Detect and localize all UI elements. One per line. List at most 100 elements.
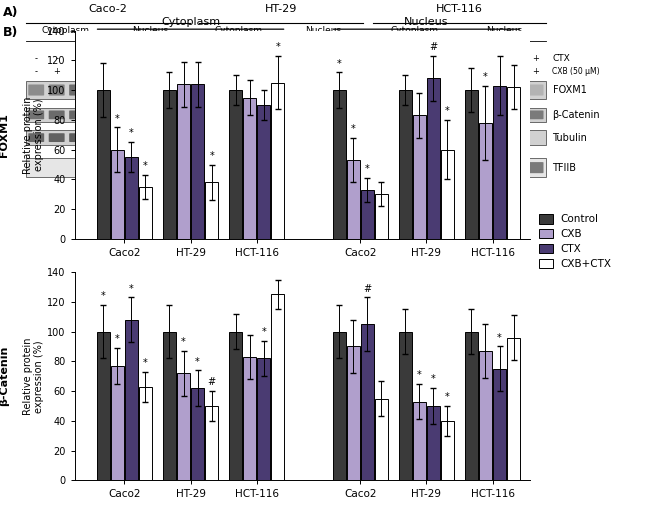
Text: +: +: [510, 55, 517, 63]
FancyBboxPatch shape: [462, 162, 478, 173]
Text: +: +: [308, 67, 315, 76]
Text: Nucleus: Nucleus: [404, 17, 448, 27]
Text: -: -: [469, 67, 472, 76]
FancyBboxPatch shape: [263, 133, 279, 142]
Text: FOXM1: FOXM1: [0, 113, 9, 157]
Text: *: *: [181, 337, 186, 347]
FancyBboxPatch shape: [151, 162, 167, 173]
Text: -: -: [116, 55, 120, 63]
Text: +: +: [267, 67, 274, 76]
Text: #: #: [363, 284, 371, 294]
Bar: [205, 406, 218, 480]
Text: +: +: [94, 55, 101, 63]
FancyBboxPatch shape: [419, 84, 436, 96]
FancyBboxPatch shape: [151, 110, 167, 119]
FancyBboxPatch shape: [396, 133, 413, 142]
FancyBboxPatch shape: [344, 110, 361, 119]
FancyBboxPatch shape: [202, 84, 218, 96]
Bar: [257, 105, 270, 239]
Bar: [125, 320, 138, 480]
FancyBboxPatch shape: [484, 110, 500, 119]
Text: *: *: [445, 106, 450, 116]
Text: *: *: [417, 370, 422, 380]
FancyBboxPatch shape: [172, 162, 187, 173]
FancyBboxPatch shape: [131, 162, 146, 173]
FancyBboxPatch shape: [26, 81, 190, 99]
Bar: [399, 90, 411, 239]
Text: *: *: [195, 357, 200, 366]
FancyBboxPatch shape: [344, 84, 361, 96]
Bar: [441, 421, 454, 480]
Text: -: -: [157, 67, 161, 76]
Text: +: +: [445, 67, 452, 76]
FancyBboxPatch shape: [526, 162, 543, 173]
Bar: [243, 357, 256, 480]
FancyBboxPatch shape: [372, 130, 546, 145]
Text: +: +: [402, 67, 409, 76]
Bar: [111, 366, 124, 480]
FancyBboxPatch shape: [110, 84, 126, 96]
FancyBboxPatch shape: [200, 81, 363, 99]
Bar: [139, 387, 152, 480]
Text: +: +: [94, 67, 101, 76]
Text: *: *: [431, 375, 436, 384]
Bar: [413, 402, 426, 480]
Bar: [441, 150, 454, 239]
FancyBboxPatch shape: [151, 84, 167, 96]
FancyBboxPatch shape: [375, 133, 392, 142]
Y-axis label: Relative protein
expression (%): Relative protein expression (%): [23, 96, 44, 174]
FancyBboxPatch shape: [440, 110, 457, 119]
Text: B): B): [3, 26, 19, 38]
FancyBboxPatch shape: [263, 84, 279, 96]
Bar: [191, 388, 204, 480]
FancyBboxPatch shape: [462, 110, 478, 119]
Text: +: +: [445, 55, 452, 63]
FancyBboxPatch shape: [49, 84, 64, 96]
Text: -: -: [310, 55, 313, 63]
Text: TFIIB: TFIIB: [552, 162, 577, 173]
Text: -: -: [469, 55, 472, 63]
FancyBboxPatch shape: [200, 158, 363, 177]
Text: Nucleus: Nucleus: [486, 26, 523, 35]
FancyBboxPatch shape: [131, 84, 146, 96]
Text: -: -: [490, 55, 493, 63]
FancyBboxPatch shape: [110, 110, 126, 119]
FancyBboxPatch shape: [419, 110, 436, 119]
FancyBboxPatch shape: [440, 133, 457, 142]
FancyBboxPatch shape: [222, 133, 238, 142]
FancyBboxPatch shape: [29, 110, 44, 119]
Text: -: -: [382, 67, 385, 76]
FancyBboxPatch shape: [283, 162, 299, 173]
Bar: [333, 332, 346, 480]
Bar: [125, 157, 138, 239]
FancyBboxPatch shape: [304, 110, 320, 119]
Text: -: -: [249, 67, 252, 76]
FancyBboxPatch shape: [372, 81, 546, 99]
FancyBboxPatch shape: [324, 110, 340, 119]
FancyBboxPatch shape: [242, 110, 259, 119]
Text: *: *: [143, 358, 148, 368]
FancyBboxPatch shape: [26, 108, 190, 122]
FancyBboxPatch shape: [242, 84, 259, 96]
Bar: [493, 369, 506, 480]
Bar: [205, 182, 218, 239]
Text: -: -: [512, 67, 515, 76]
Text: *: *: [261, 327, 266, 337]
Text: +: +: [423, 55, 430, 63]
FancyBboxPatch shape: [29, 84, 44, 96]
Bar: [346, 346, 359, 480]
Text: FOXM1: FOXM1: [552, 85, 586, 95]
Bar: [333, 90, 346, 239]
Text: -: -: [208, 67, 211, 76]
Text: -: -: [382, 55, 385, 63]
Bar: [361, 324, 374, 480]
Text: *: *: [276, 42, 280, 52]
Text: -: -: [55, 55, 58, 63]
Bar: [375, 194, 387, 239]
Text: -: -: [290, 55, 293, 63]
Bar: [507, 338, 520, 480]
Text: Cytoplasm: Cytoplasm: [391, 26, 438, 35]
FancyBboxPatch shape: [90, 110, 105, 119]
Text: *: *: [365, 164, 370, 174]
FancyBboxPatch shape: [110, 162, 126, 173]
